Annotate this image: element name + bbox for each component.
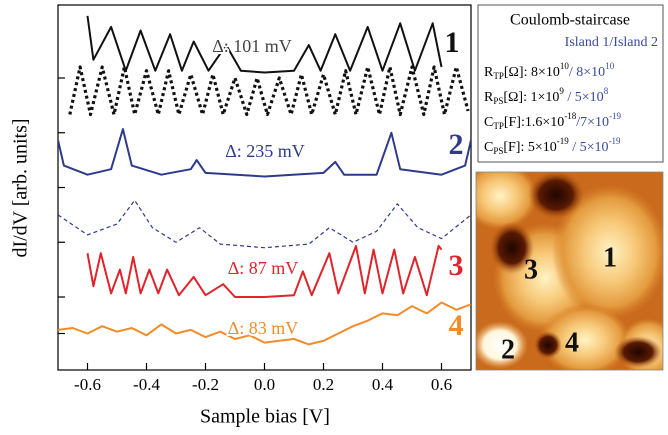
x-tick-label: -0.6 — [74, 375, 101, 394]
x-tick-label: -0.4 — [133, 375, 160, 394]
curve-label: 2 — [449, 128, 464, 161]
value-2: 8×10 — [576, 65, 605, 80]
exponent-2: 10 — [605, 61, 615, 71]
series-line — [70, 67, 468, 115]
x-tick-label: 0.4 — [372, 375, 394, 394]
value-1: 1×10 — [530, 90, 559, 105]
plot-frame — [58, 5, 471, 370]
island — [472, 321, 528, 369]
symbol: C — [484, 115, 493, 130]
island-2: /Island 2 — [609, 35, 658, 50]
separator: / — [564, 90, 575, 105]
island-label: 1 — [603, 242, 617, 273]
separator: / — [569, 140, 580, 155]
symbol: C — [484, 140, 493, 155]
series-line — [58, 200, 471, 247]
inset-title: Coulomb-staircase — [510, 12, 630, 29]
island-label: 3 — [524, 254, 538, 285]
inset-header: Island 1/Island 2 — [565, 35, 658, 50]
subscript: TP — [493, 121, 504, 131]
value-1: 5×10 — [528, 140, 557, 155]
y-axis-title: dI/dV [arb. units] — [10, 118, 32, 257]
exponent-1: -18 — [564, 111, 576, 121]
gap-annotation: Δ: 83 mV — [228, 318, 299, 338]
figure: -0.6 -0.4 -0.2 0.0 0.2 0.4 0.6 Sample bias [V]… — [0, 0, 668, 435]
value-2: 7×10 — [580, 115, 609, 130]
island-label: 4 — [565, 327, 579, 358]
unit: [F]: — [503, 140, 528, 155]
hole — [534, 331, 562, 359]
x-axis-title: Sample bias [V] — [200, 406, 330, 428]
separator: / — [569, 65, 576, 80]
value-2: 5×10 — [580, 140, 609, 155]
subscript: PS — [493, 96, 503, 106]
gap-annotation: Δ: 235 mV — [225, 141, 305, 161]
curve-label: 3 — [449, 249, 464, 282]
curve-label: 4 — [449, 309, 464, 342]
plot-area — [58, 16, 471, 345]
exponent-2: 8 — [604, 86, 609, 96]
curve-label: 1 — [445, 26, 460, 59]
hole — [528, 171, 584, 219]
gap-annotation: Δ: 87 mV — [228, 258, 299, 278]
x-tick-label: -0.2 — [192, 375, 219, 394]
x-tick-label: 0.0 — [254, 375, 275, 394]
unit: [Ω]: — [503, 90, 530, 105]
exponent-2: -19 — [609, 136, 621, 146]
gap-annotation: Δ: 101 mV — [212, 36, 292, 56]
island-label: 2 — [501, 334, 515, 365]
value-1: 1.6×10 — [525, 115, 564, 130]
value-2: 5×10 — [575, 90, 604, 105]
island-1: Island 1 — [565, 35, 610, 50]
hole — [614, 336, 662, 368]
subscript: TP — [493, 71, 504, 81]
subscript: PS — [493, 146, 503, 156]
unit: [Ω]: — [504, 65, 531, 80]
exponent-2: -19 — [609, 111, 621, 121]
exponent-1: -19 — [557, 136, 569, 146]
unit: [F]: — [504, 115, 525, 130]
value-1: 8×10 — [531, 65, 560, 80]
axes: -0.6 -0.4 -0.2 0.0 0.2 0.4 0.6 — [58, 78, 452, 394]
x-tick-label: 0.6 — [431, 375, 452, 394]
x-tick-label: 0.2 — [313, 375, 334, 394]
